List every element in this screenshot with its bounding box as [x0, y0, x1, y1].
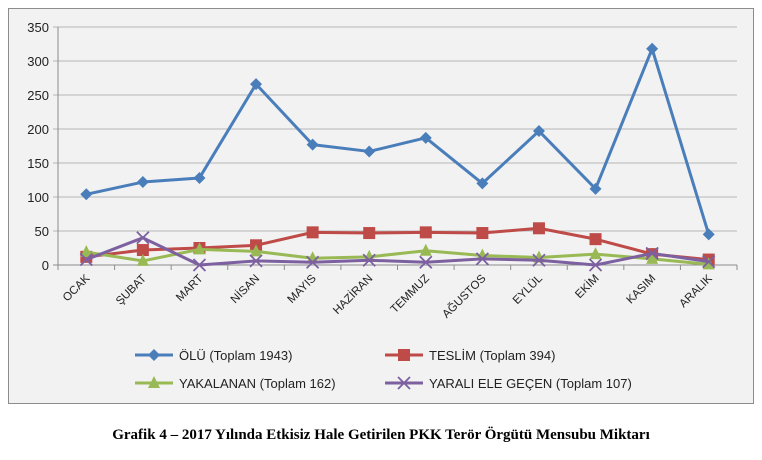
data-point-yarali [702, 254, 716, 269]
x-tick-label: KASIM [624, 273, 658, 307]
data-point-yakalanan [193, 242, 206, 255]
y-tick-label: 0 [42, 258, 49, 273]
data-point-yarali [645, 246, 659, 261]
legend-marker-yakalanan [148, 376, 160, 388]
x-tick-label: ŞUBAT [114, 273, 149, 308]
data-point-yakalanan [589, 247, 602, 260]
x-tick-label: OCAK [61, 272, 93, 304]
x-tick-label: EYLÜL [511, 272, 546, 307]
data-point-olu [306, 138, 319, 151]
data-point-yarali [192, 258, 207, 272]
line-chart: 0 50 100 150 200 250 300 350 OCAK ŞUBAT MART NİSAN M… [27, 20, 738, 391]
legend-marker-olu [148, 349, 160, 361]
data-point-olu [250, 78, 263, 91]
data-point-yakalanan [250, 244, 263, 257]
data-point-yarali [475, 252, 490, 266]
data-point-teslim [363, 227, 376, 240]
x-tick-label: EKİM [573, 272, 602, 301]
chart-area [8, 8, 754, 404]
data-point-yakalanan [136, 253, 149, 266]
y-tick-label: 150 [27, 156, 49, 171]
x-tick-label: NİSAN [228, 272, 262, 306]
y-tick-label: 50 [35, 224, 49, 239]
data-point-yakalanan [646, 251, 659, 264]
data-point-yakalanan [80, 245, 93, 258]
data-point-olu [136, 176, 149, 189]
chart-caption: Grafik 4 – 2017 Yılında Etkisiz Hale Get… [112, 427, 650, 443]
data-point-olu [476, 177, 489, 190]
data-point-yarali [305, 255, 320, 269]
data-point-olu [702, 228, 715, 241]
data-point-teslim [589, 233, 602, 246]
y-tick-label: 200 [27, 122, 49, 137]
series-line-yarali [85, 236, 709, 267]
series-line-yakalanan [86, 247, 709, 266]
data-point-yakalanan [363, 249, 376, 262]
x-tick-label: MAYIS [286, 272, 319, 305]
data-point-olu [363, 145, 376, 158]
x-tick-label: MART [174, 273, 205, 304]
data-point-yarali [419, 255, 433, 269]
legend-label-yarali: YARALI ELE GEÇEN (Toplam 107) [429, 376, 632, 391]
data-point-teslim [306, 226, 319, 239]
data-point-olu [193, 171, 206, 184]
x-tick-label: HAZİRAN [330, 272, 375, 317]
data-point-yakalanan [419, 243, 432, 256]
data-point-yarali [532, 253, 546, 267]
data-point-olu [80, 188, 93, 201]
data-point-olu [532, 125, 545, 138]
data-point-olu [419, 131, 432, 144]
data-point-yarali [79, 252, 93, 267]
series-line-olu [85, 47, 711, 235]
data-point-yarali [136, 231, 150, 245]
y-tick-label: 300 [27, 54, 49, 69]
data-point-teslim [419, 226, 432, 239]
data-point-yarali [362, 253, 376, 267]
data-point-yarali [249, 254, 263, 268]
legend-label-yakalanan: YAKALANAN (Toplam 162) [179, 376, 336, 391]
data-point-yakalanan [702, 257, 715, 270]
x-tick-label: AĞUSTOS [440, 272, 489, 321]
data-point-teslim [532, 222, 545, 235]
x-tick-label: ARALIK [677, 272, 715, 310]
data-point-yarali [588, 258, 603, 272]
data-point-olu [646, 42, 659, 55]
y-tick-label: 350 [27, 20, 49, 35]
data-point-olu [589, 182, 602, 195]
legend-marker-yarali [397, 376, 411, 390]
data-point-teslim [476, 227, 489, 240]
legend-marker-teslim [398, 349, 410, 361]
data-point-teslim [136, 244, 149, 257]
legend-label-olu: ÖLÜ (Toplam 1943) [179, 348, 292, 363]
legend-label-teslim: TESLİM (Toplam 394) [429, 348, 555, 363]
series-line-teslim [86, 226, 709, 262]
x-tick-label: TEMMUZ [389, 273, 432, 316]
y-tick-label: 100 [27, 190, 49, 205]
y-tick-label: 250 [27, 88, 49, 103]
